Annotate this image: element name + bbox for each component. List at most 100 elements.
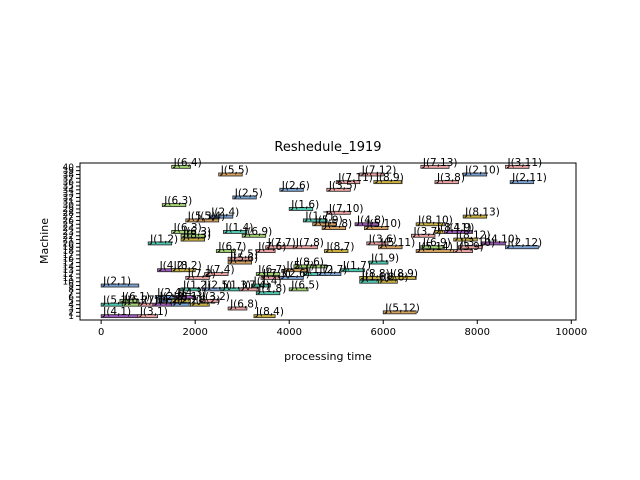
task-bar — [180, 233, 205, 238]
task-label: J(5,10) — [365, 218, 401, 230]
task-label: J(8,8) — [361, 268, 390, 280]
task-bar — [458, 245, 483, 250]
task-bar — [180, 237, 205, 242]
task-bar — [505, 245, 539, 250]
task-label: J(2,1) — [102, 276, 131, 288]
task-bar — [208, 214, 234, 219]
task-bar — [100, 283, 140, 288]
task-label: J(1,7) — [342, 260, 371, 272]
y-tick-label: 34 — [63, 186, 75, 196]
task-label: J(7,8) — [295, 237, 324, 249]
task-label: J(2,10) — [464, 164, 500, 176]
y-tick-label: 26 — [63, 216, 75, 226]
task-label: J(4,2) — [154, 295, 183, 307]
task-label: J(3,2) — [201, 291, 230, 303]
task-label: J(4,1) — [102, 306, 131, 318]
task-bar — [462, 172, 488, 177]
task-bar — [255, 249, 276, 253]
y-tick-label: 6 — [68, 293, 74, 303]
task-bars — [100, 164, 539, 319]
task-bar — [453, 249, 473, 253]
task-label: J(7,10) — [328, 203, 364, 215]
task-label: J(2,4) — [156, 287, 185, 299]
task-bar — [293, 245, 318, 250]
y-tick-label: 39 — [63, 167, 75, 177]
task-label: J(8,8) — [380, 272, 409, 284]
task-label: J(8,6) — [295, 256, 324, 268]
task-bar — [443, 230, 473, 234]
task-label: J(2,2) — [173, 295, 202, 307]
task-label: J(5,5) — [220, 164, 249, 176]
task-bar — [137, 314, 158, 319]
task-label: J(6,3) — [163, 195, 192, 207]
task-label: J(6,3) — [173, 222, 202, 234]
task-bar — [185, 275, 210, 280]
y-tick-label: 14 — [63, 262, 75, 272]
task-label: J(5,8) — [323, 218, 352, 230]
task-bar — [420, 164, 450, 169]
task-bar — [171, 298, 191, 303]
y-tick-label: 11 — [63, 274, 74, 284]
y-tick-label: 18 — [63, 247, 75, 257]
task-label: J(4,9) — [445, 222, 474, 234]
task-bar — [366, 241, 389, 246]
task-label: J(4,10) — [483, 233, 519, 245]
y-tick-label: 1 — [68, 312, 74, 322]
task-label: J(8,1) — [173, 291, 202, 303]
task-label: J(6,2) — [123, 295, 152, 307]
y-tick-label: 32 — [63, 193, 74, 203]
task-bar — [171, 164, 191, 169]
x-tick-label: 2000 — [182, 327, 207, 338]
task-label: J(5,11) — [380, 237, 416, 249]
x-axis-label: processing time — [284, 350, 372, 363]
task-bar — [255, 272, 281, 276]
y-tick-label: 17 — [63, 251, 74, 261]
task-label: J(5,4) — [196, 210, 225, 222]
y-tick-label: 25 — [63, 220, 74, 230]
y-tick-label: 13 — [63, 266, 74, 276]
task-label: J(2,11) — [511, 172, 547, 184]
x-tick-label: 4000 — [276, 327, 301, 338]
x-tick-label: 10000 — [555, 327, 587, 338]
task-label: J(8,11) — [436, 222, 472, 234]
task-label: J(6,8) — [229, 299, 258, 311]
y-tick-label: 38 — [63, 170, 75, 180]
task-bar — [241, 233, 267, 238]
y-tick-label: 12 — [63, 270, 74, 280]
task-label: J(3,9) — [455, 241, 484, 253]
task-bar — [324, 249, 349, 253]
task-label: J(6,7) — [217, 241, 246, 253]
task-label: J(8,2) — [173, 260, 202, 272]
task-bar — [378, 245, 403, 250]
y-tick-label: 10 — [63, 278, 75, 288]
y-tick-label: 23 — [63, 228, 74, 238]
task-bar — [279, 187, 304, 192]
task-bar — [147, 241, 173, 246]
plot-area-frame — [79, 162, 577, 321]
task-bar — [509, 180, 535, 185]
task-bar — [359, 275, 382, 280]
y-tick-label: 33 — [63, 190, 74, 200]
task-bar — [312, 222, 337, 227]
task-bar — [481, 241, 506, 246]
task-label: J(6,9) — [422, 237, 451, 249]
task-label: J(2,5) — [234, 187, 263, 199]
task-label: J(6,1) — [121, 291, 150, 303]
y-tick-label: 29 — [63, 205, 75, 215]
task-label: J(4,2) — [159, 260, 188, 272]
task-bar — [453, 237, 478, 242]
y-tick-label: 36 — [63, 178, 75, 188]
task-bar — [293, 264, 328, 269]
task-bar — [154, 295, 175, 299]
task-bar — [378, 279, 398, 284]
task-label: J(5,7) — [286, 260, 315, 272]
task-label: J(1,4) — [253, 276, 282, 288]
y-tick-label: 24 — [63, 224, 75, 234]
task-bar — [382, 310, 417, 315]
y-tick-label: 4 — [68, 301, 74, 311]
task-bar — [171, 268, 196, 273]
y-tick-label: 28 — [63, 209, 75, 219]
y-tick-label: 16 — [63, 255, 75, 265]
task-bar — [321, 226, 347, 231]
